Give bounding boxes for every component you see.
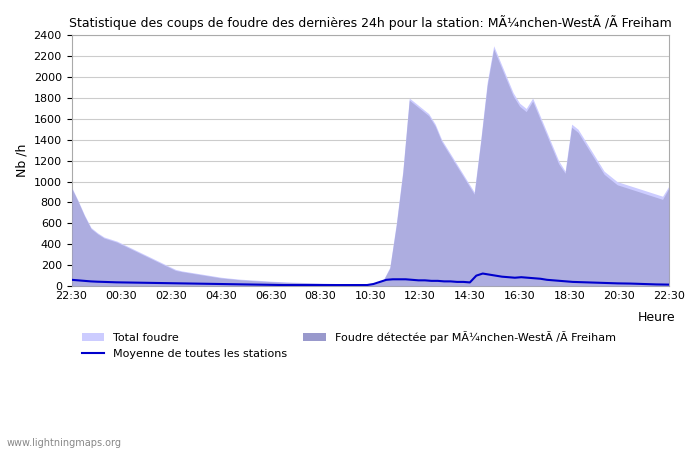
Title: Statistique des coups de foudre des dernières 24h pour la station: MÃ¼nchen-West: Statistique des coups de foudre des dern… xyxy=(69,15,672,30)
Y-axis label: Nb /h: Nb /h xyxy=(15,144,28,177)
Text: Heure: Heure xyxy=(638,311,675,324)
Legend: Total foudre, Moyenne de toutes les stations, Foudre détectée par MÃ¼nchen-WestÃ: Total foudre, Moyenne de toutes les stat… xyxy=(77,327,620,363)
Text: www.lightningmaps.org: www.lightningmaps.org xyxy=(7,438,122,448)
